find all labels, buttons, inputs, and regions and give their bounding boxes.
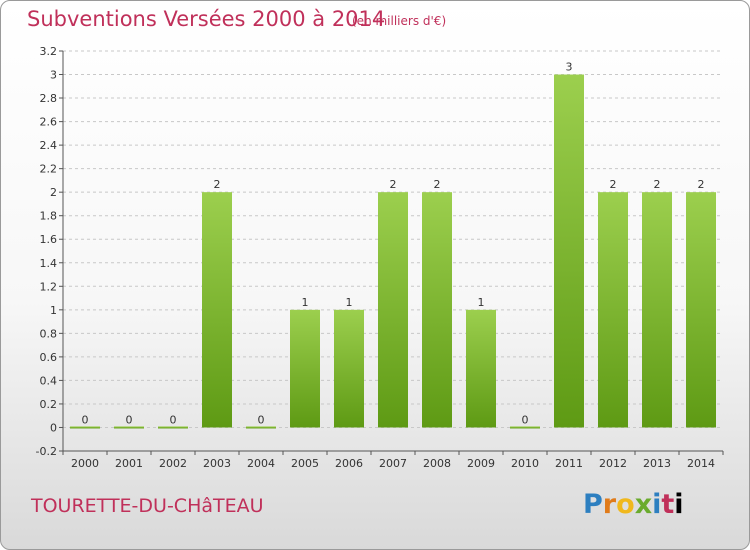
data-label: 0: [258, 413, 265, 426]
y-tick-label: 3: [50, 69, 57, 82]
bar: [114, 426, 144, 429]
y-tick-label: 3.2: [40, 45, 58, 58]
bar: [246, 426, 276, 429]
x-tick-label: 2001: [115, 457, 143, 470]
data-label: 1: [346, 296, 353, 309]
data-label: 1: [478, 296, 485, 309]
x-tick-label: 2008: [423, 457, 451, 470]
y-tick-label: 2.8: [40, 92, 58, 105]
bar: [290, 309, 320, 428]
bar: [686, 192, 716, 428]
x-tick-label: 2012: [599, 457, 627, 470]
data-label: 0: [522, 413, 529, 426]
x-tick-label: 2002: [159, 457, 187, 470]
data-label: 1: [302, 296, 309, 309]
proxiti-logo: Proxiti: [583, 489, 684, 520]
data-label: 2: [698, 178, 705, 191]
x-tick-label: 2000: [71, 457, 99, 470]
commune-name: TOURETTE-DU-CHâTEAU: [31, 495, 264, 517]
y-tick-label: 0: [50, 421, 57, 434]
chart-title: Subventions Versées 2000 à 2014: [27, 7, 386, 31]
x-tick-label: 2010: [511, 457, 539, 470]
data-label: 0: [170, 413, 177, 426]
x-tick-label: 2011: [555, 457, 583, 470]
y-tick-label: 1: [50, 304, 57, 317]
y-tick-label: 1.4: [40, 257, 58, 270]
chart-unit: (en milliers d'€): [352, 14, 447, 28]
data-label: 3: [566, 61, 573, 74]
y-tick-label: 0.6: [40, 351, 58, 364]
bar: [554, 74, 584, 428]
bar: [422, 192, 452, 428]
y-tick-label: 0.4: [40, 374, 58, 387]
y-tick-label: 2.2: [40, 163, 58, 176]
y-tick-label: 2.4: [40, 139, 58, 152]
y-tick-label: 1.2: [40, 280, 58, 293]
data-label: 2: [390, 178, 397, 191]
data-label: 0: [126, 413, 133, 426]
data-label: 2: [214, 178, 221, 191]
data-label: 2: [434, 178, 441, 191]
bar: [598, 192, 628, 428]
bar: [378, 192, 408, 428]
data-label: 2: [654, 178, 661, 191]
x-tick-label: 2005: [291, 457, 319, 470]
y-tick-label: 1.6: [40, 233, 58, 246]
y-tick-label: -0.2: [36, 445, 57, 458]
data-label: 0: [82, 413, 89, 426]
bar: [70, 426, 100, 429]
bar: [158, 426, 188, 429]
y-tick-label: 0.2: [40, 398, 58, 411]
y-tick-label: 0.8: [40, 327, 58, 340]
bar: [466, 309, 496, 428]
x-tick-label: 2003: [203, 457, 231, 470]
x-tick-label: 2004: [247, 457, 275, 470]
bar: [642, 192, 672, 428]
x-tick-label: 2013: [643, 457, 671, 470]
x-tick-label: 2014: [687, 457, 715, 470]
x-tick-label: 2007: [379, 457, 407, 470]
bar: [510, 426, 540, 429]
y-tick-label: 1.8: [40, 210, 58, 223]
y-tick-label: 2.6: [40, 116, 58, 129]
bar: [202, 192, 232, 428]
y-tick-label: 2: [50, 186, 57, 199]
x-tick-label: 2009: [467, 457, 495, 470]
bar: [334, 309, 364, 428]
x-tick-label: 2006: [335, 457, 363, 470]
data-label: 2: [610, 178, 617, 191]
